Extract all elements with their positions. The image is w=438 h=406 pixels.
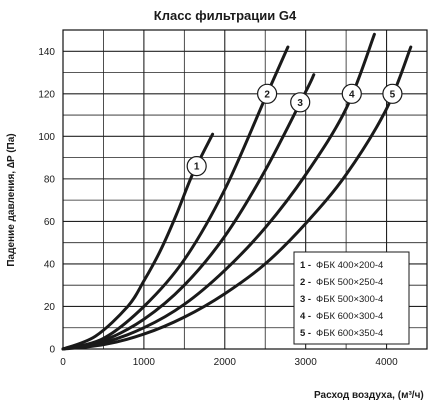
curve-4-label: 4	[349, 89, 355, 100]
curve-3-label: 3	[297, 98, 303, 109]
series-2-line	[61, 45, 290, 351]
legend-entry-5-number: 5 -	[300, 328, 311, 339]
legend-entry-4-number: 4 -	[300, 311, 311, 322]
chart-title: Класс фильтрации G4	[154, 8, 297, 23]
legend-entry-2-name: ФБК 500×250-4	[316, 277, 383, 288]
curve-labels: 1 2 3 4 5	[186, 83, 403, 177]
y-tick-label: 40	[44, 259, 56, 270]
legend-entry-1-number: 1 -	[300, 260, 311, 271]
y-tick-label: 60	[44, 217, 56, 228]
series-3-line	[61, 73, 316, 351]
y-axis-label: Падение давления, ∆P (Па)	[6, 133, 17, 266]
legend: 1 - ФБК 400×200-4 2 - ФБК 500×250-4 3 - ФБК 5…	[293, 251, 410, 345]
legend-box	[293, 251, 410, 345]
curve-5-label: 5	[390, 89, 396, 100]
legend-entry-4-name: ФБК 600×300-4	[316, 311, 383, 322]
y-tick-label: 140	[38, 47, 55, 58]
curve-5-marker	[382, 83, 403, 104]
legend-entry-3-number: 3 -	[300, 294, 311, 305]
legend-entry-3-name: ФБК 500×300-4	[316, 294, 383, 305]
grid	[62, 29, 428, 350]
x-tick-label: 4000	[375, 357, 398, 368]
curve-2-label: 2	[264, 89, 270, 100]
series-1-line	[61, 132, 215, 351]
plot-frame	[62, 29, 428, 350]
curve-1-marker	[186, 156, 207, 177]
legend-entry-1-name: ФБК 400×200-4	[316, 260, 383, 271]
y-tick-label: 80	[44, 174, 56, 185]
x-tick-label: 3000	[295, 357, 318, 368]
series-5-line	[61, 45, 413, 351]
legend-entry-2-number: 2 -	[300, 277, 311, 288]
x-tick-label: 2000	[214, 357, 237, 368]
x-tick-label: 1000	[133, 357, 156, 368]
curve-2-marker	[257, 83, 278, 104]
y-tick-label: 100	[38, 132, 55, 143]
x-tick-label: 0	[60, 357, 66, 368]
y-tick-label: 120	[38, 89, 55, 100]
y-tick-label: 0	[49, 345, 55, 356]
legend-entry-5-name: ФБК 600×350-4	[316, 328, 383, 339]
series-4-line	[61, 32, 376, 351]
curve-4-marker	[341, 83, 362, 104]
ticks: 0 1000 2000 3000 4000 0 20 40 60 80 100 120 140	[38, 47, 398, 368]
curve-3-marker	[290, 92, 311, 113]
y-tick-label: 20	[44, 302, 56, 313]
curve-1-label: 1	[194, 162, 200, 173]
x-axis-label: Расход воздуха, (м³/ч)	[314, 390, 424, 401]
